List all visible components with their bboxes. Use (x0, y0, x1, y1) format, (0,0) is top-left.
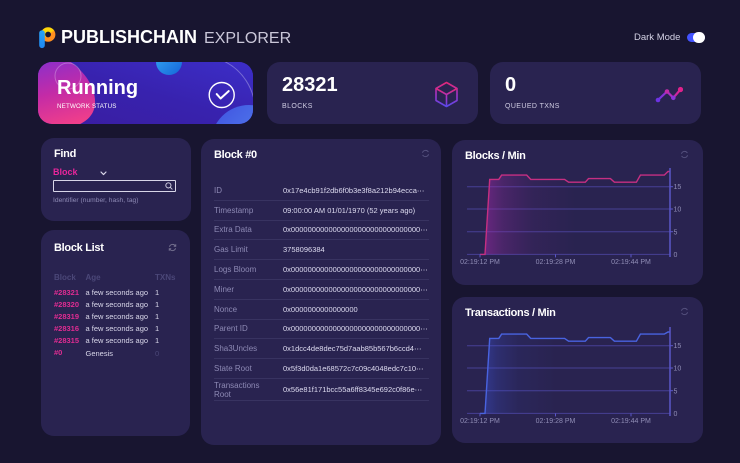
svg-text:5: 5 (674, 230, 678, 237)
svg-text:02:19:44 PM: 02:19:44 PM (611, 259, 651, 266)
svg-text:0: 0 (674, 411, 678, 418)
svg-text:5: 5 (674, 389, 678, 396)
svg-text:10: 10 (674, 207, 682, 214)
svg-text:02:19:44 PM: 02:19:44 PM (611, 418, 651, 425)
svg-text:15: 15 (674, 343, 682, 350)
svg-text:02:19:12 PM: 02:19:12 PM (460, 259, 500, 266)
svg-text:10: 10 (674, 366, 682, 373)
svg-text:02:19:28 PM: 02:19:28 PM (536, 259, 576, 266)
svg-text:15: 15 (674, 184, 682, 191)
svg-text:0: 0 (674, 252, 678, 259)
svg-text:02:19:28 PM: 02:19:28 PM (536, 418, 576, 425)
svg-text:02:19:12 PM: 02:19:12 PM (460, 418, 500, 425)
